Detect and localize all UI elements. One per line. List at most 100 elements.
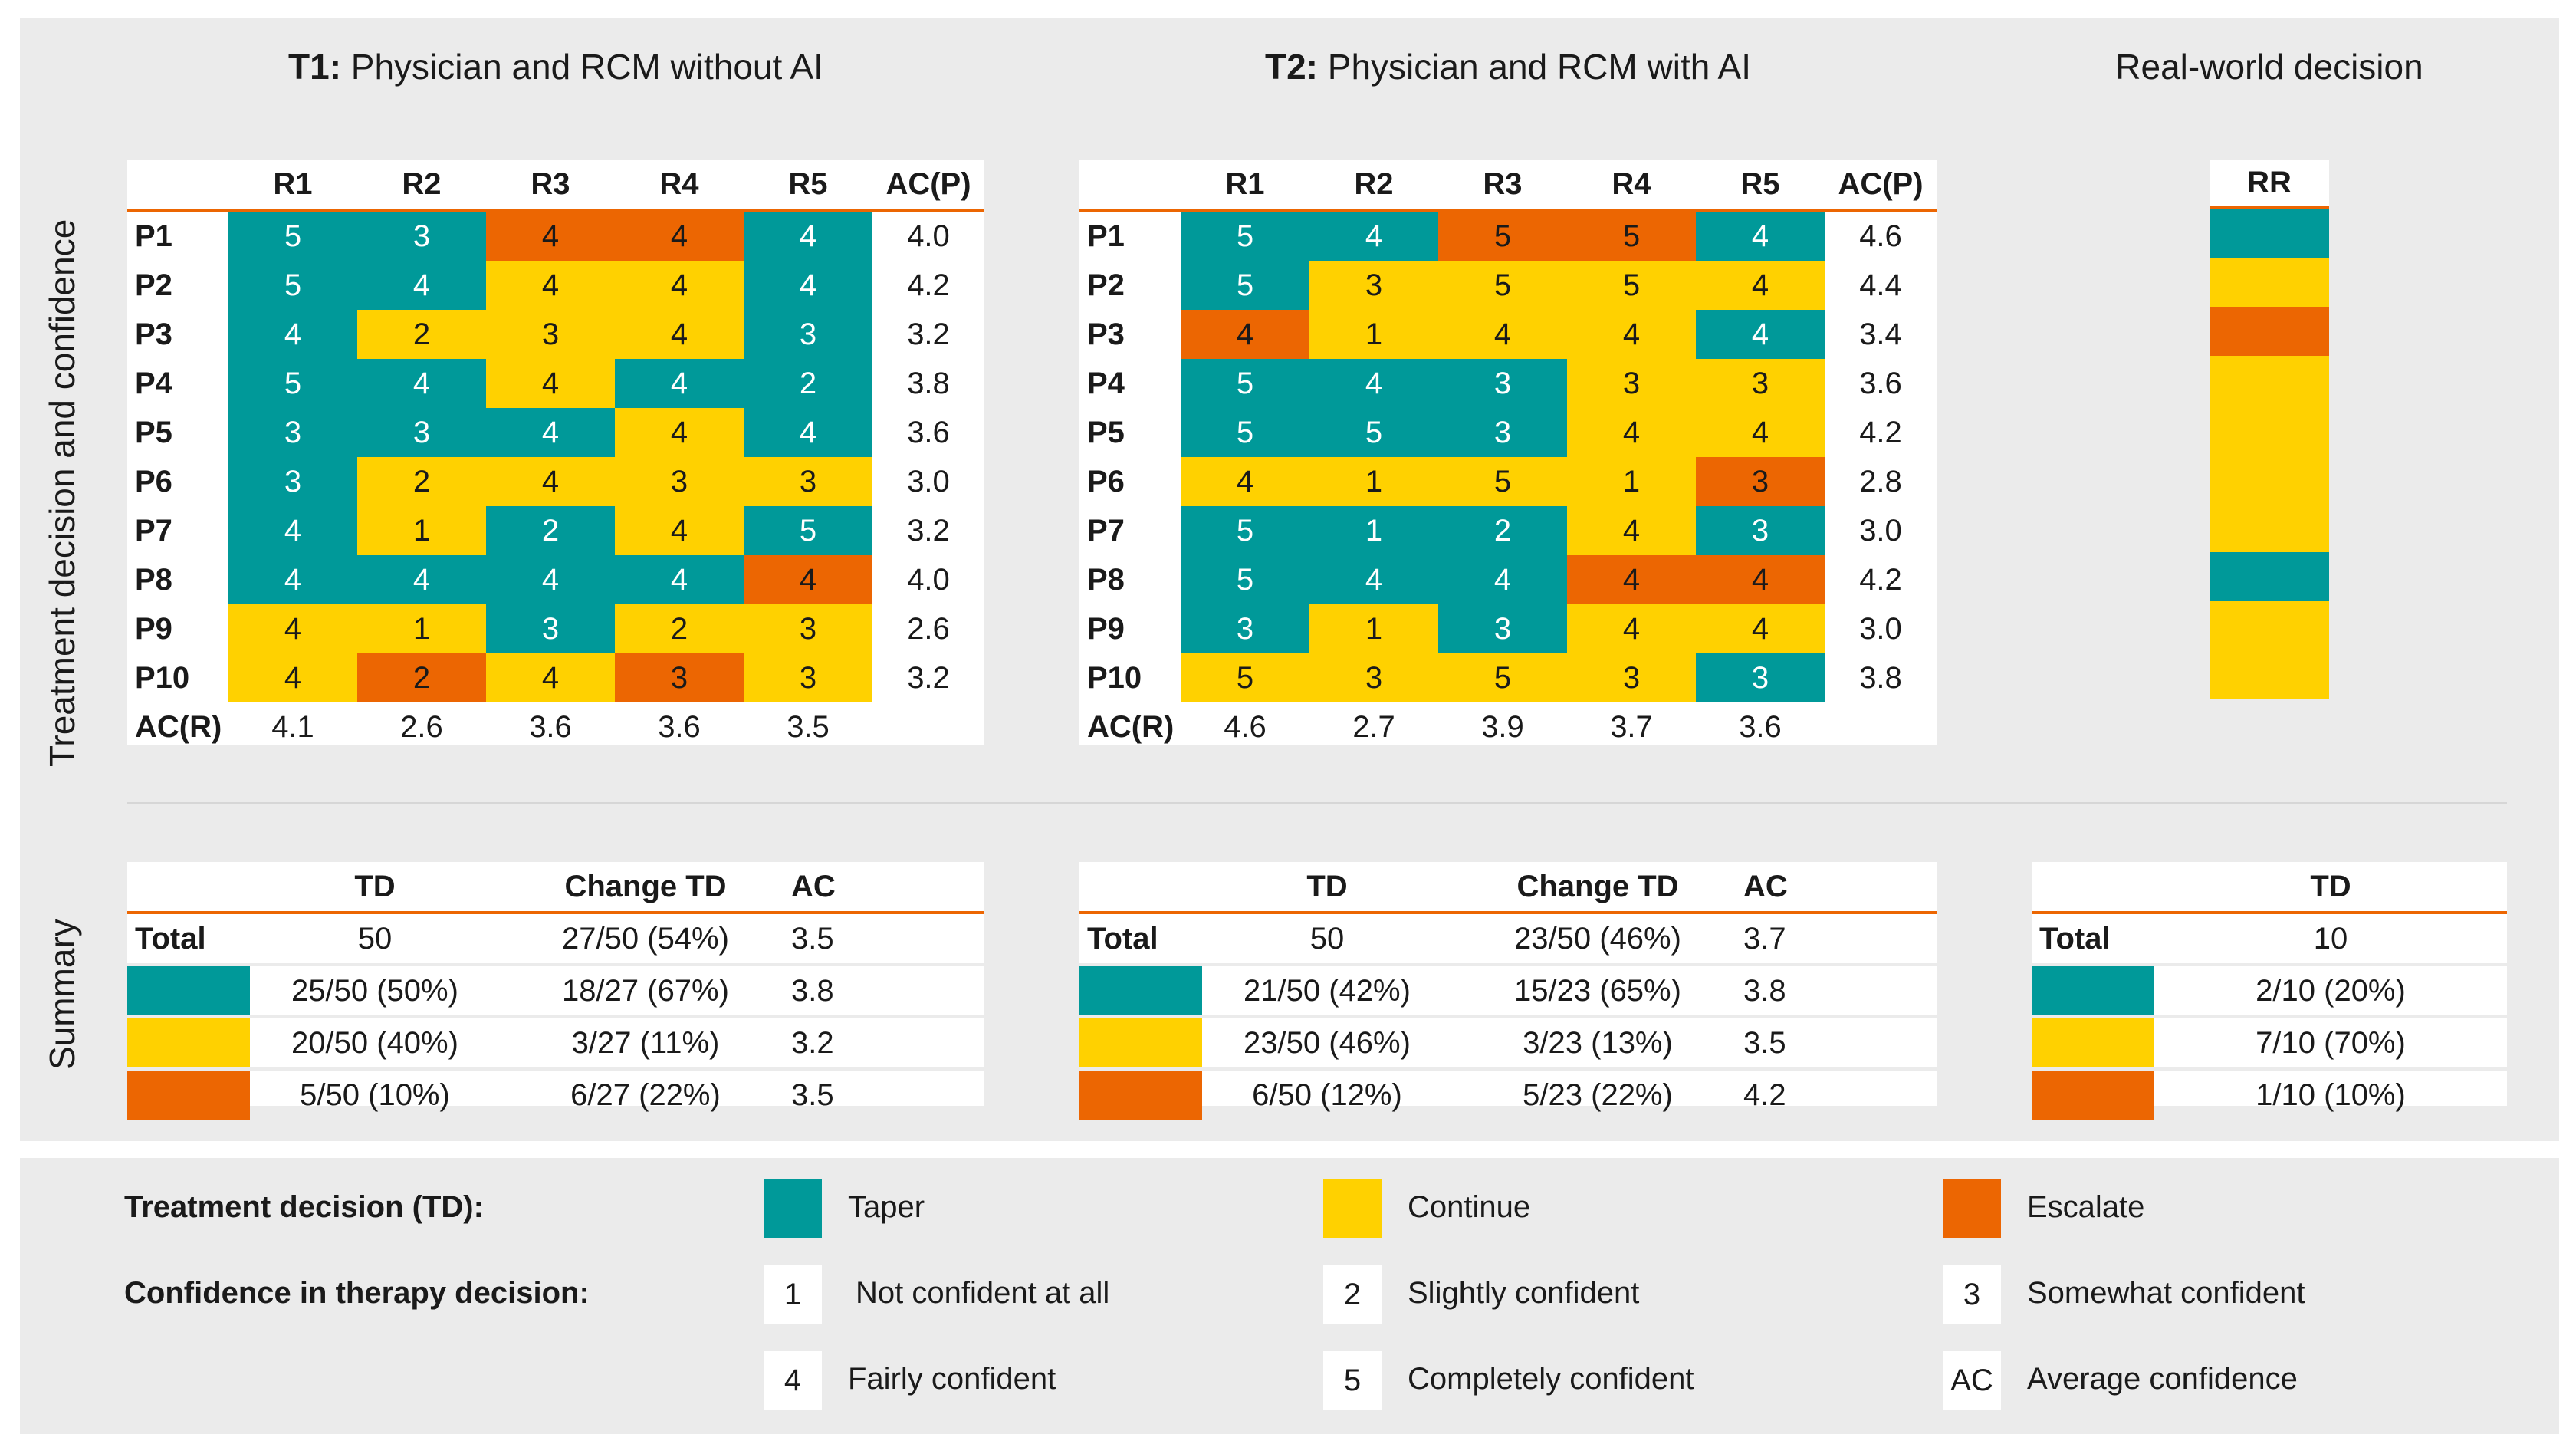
t1-summary-total-ac: 3.5 bbox=[791, 921, 834, 956]
t2-decision-cell: 3 bbox=[1567, 653, 1696, 702]
t2-summary-escalate-ac: 4.2 bbox=[1743, 1067, 1937, 1120]
rr-decision-cell bbox=[2210, 454, 2329, 503]
legend-conf-3-key: 3 bbox=[1943, 1265, 2001, 1324]
rr-decision-cell bbox=[2210, 552, 2329, 601]
t2-acp-cell: 2.8 bbox=[1859, 464, 1902, 498]
t2-acr-cell: 4.6 bbox=[1224, 709, 1267, 744]
t2-title-bold: T2: bbox=[1264, 47, 1318, 87]
t2-grid-row: P1 5 4 5 5 4 4.6 bbox=[1079, 210, 1937, 261]
t1-summary-head-change: Change TD bbox=[500, 862, 791, 914]
t1-summary-table: TD Change TD AC Total 50 27/50 (54%) 3.5… bbox=[127, 862, 984, 1120]
t1-acr-cell: 3.5 bbox=[787, 709, 830, 744]
t1-patient-label: P3 bbox=[135, 317, 172, 351]
t1-decision-cell: 4 bbox=[486, 408, 615, 457]
t1-grid-head-r1: R1 bbox=[228, 160, 357, 212]
rr-summary-table: TD Total 10 2/10 (20%) 7/10 (70%) 1/10 (… bbox=[2032, 862, 2507, 1120]
t1-summary-taper-row: 25/50 (50%) 18/27 (67%) 3.8 bbox=[127, 963, 984, 1017]
t2-decision-cell: 4 bbox=[1567, 555, 1696, 604]
t2-acr-empty bbox=[1825, 702, 1937, 752]
t2-decision-cell: 5 bbox=[1567, 261, 1696, 310]
t2-acp-cell: 3.6 bbox=[1859, 366, 1902, 400]
t1-decision-cell: 4 bbox=[615, 408, 744, 457]
t1-acr-cell: 2.6 bbox=[400, 709, 443, 744]
t1-acp-cell: 2.6 bbox=[907, 611, 950, 646]
t2-grid-head-acp: AC(P) bbox=[1825, 160, 1937, 212]
t2-acp-cell: 3.4 bbox=[1859, 317, 1902, 351]
t1-decision-cell: 2 bbox=[486, 506, 615, 555]
t2-summary-head-td: TD bbox=[1202, 862, 1452, 914]
t1-summary-escalate-swatch bbox=[127, 1067, 250, 1120]
t1-summary-head-ac: AC bbox=[791, 862, 984, 914]
rr-decision-cell bbox=[2210, 503, 2329, 552]
t1-summary-total-td: 50 bbox=[357, 921, 393, 956]
t1-acp-cell: 4.0 bbox=[907, 562, 950, 597]
rr-decision-cell bbox=[2210, 601, 2329, 650]
t1-decision-cell: 4 bbox=[615, 555, 744, 604]
t1-grid-row: P10 4 2 4 3 3 3.2 bbox=[127, 653, 984, 702]
t2-patient-label: P2 bbox=[1087, 268, 1125, 302]
t2-decision-cell: 5 bbox=[1181, 653, 1309, 702]
t2-decision-cell: 3 bbox=[1309, 261, 1438, 310]
t2-acr-cell: 2.7 bbox=[1352, 709, 1395, 744]
t2-decision-cell: 5 bbox=[1181, 261, 1309, 310]
t1-summary-escalate-ac: 3.5 bbox=[791, 1067, 984, 1120]
t1-summary-taper-change: 18/27 (67%) bbox=[500, 963, 791, 1017]
legend-conf-4-text: Fairly confident bbox=[848, 1362, 1056, 1396]
t1-decision-cell: 4 bbox=[486, 457, 615, 506]
t1-grid: R1 R2 R3 R4 R5 AC(P) P1 5 3 4 4 4 4.0 P2 5 4 4 4 4 4.2 P3 4 2… bbox=[127, 160, 984, 752]
t2-grid: R1 R2 R3 R4 R5 AC(P) P1 5 4 5 5 4 4.6 P2 5 3 5 5 4 4.4 P3 4 1… bbox=[1079, 160, 1937, 752]
t2-decision-cell: 3 bbox=[1438, 604, 1567, 653]
t2-decision-cell: 3 bbox=[1567, 359, 1696, 408]
t2-patient-label: P4 bbox=[1087, 366, 1125, 400]
legend-conf-2-key: 2 bbox=[1323, 1265, 1382, 1324]
t2-acr-label: AC(R) bbox=[1087, 709, 1175, 744]
t2-summary-corner bbox=[1079, 862, 1202, 914]
legend-panel bbox=[20, 1158, 2559, 1434]
t1-acr-row: AC(R) 4.1 2.6 3.6 3.6 3.5 bbox=[127, 702, 984, 752]
t1-grid-row: P4 5 4 4 4 2 3.8 bbox=[127, 359, 984, 408]
t1-grid-row: P5 3 3 4 4 4 3.6 bbox=[127, 408, 984, 457]
t1-summary-escalate-td: 5/50 (10%) bbox=[250, 1067, 500, 1120]
section-divider bbox=[127, 802, 2507, 804]
t2-grid-row: P3 4 1 4 4 4 3.4 bbox=[1079, 310, 1937, 359]
t1-summary-escalate-row: 5/50 (10%) 6/27 (22%) 3.5 bbox=[127, 1067, 984, 1120]
t1-decision-cell: 4 bbox=[357, 261, 486, 310]
t2-decision-cell: 1 bbox=[1309, 457, 1438, 506]
t2-grid-row: P9 3 1 3 4 4 3.0 bbox=[1079, 604, 1937, 653]
t2-acp-cell: 4.4 bbox=[1859, 268, 1902, 302]
t1-decision-cell: 3 bbox=[615, 457, 744, 506]
t1-decision-cell: 2 bbox=[357, 310, 486, 359]
t1-acr-label: AC(R) bbox=[135, 709, 222, 744]
t2-decision-cell: 4 bbox=[1181, 457, 1309, 506]
t2-decision-cell: 3 bbox=[1696, 506, 1825, 555]
t2-summary-escalate-swatch bbox=[1079, 1067, 1202, 1120]
t1-summary-continue-change: 3/27 (11%) bbox=[500, 1015, 791, 1069]
t1-summary-total-row: Total 50 27/50 (54%) 3.5 bbox=[127, 913, 984, 965]
t2-summary-head-change: Change TD bbox=[1452, 862, 1743, 914]
rr-header: RR bbox=[2210, 160, 2329, 209]
t1-decision-cell: 5 bbox=[228, 210, 357, 261]
legend-taper-text: Taper bbox=[848, 1190, 925, 1224]
t2-decision-cell: 5 bbox=[1181, 555, 1309, 604]
t1-acp-cell: 3.2 bbox=[907, 660, 950, 695]
t1-decision-cell: 4 bbox=[486, 261, 615, 310]
t2-decision-cell: 4 bbox=[1567, 604, 1696, 653]
t2-decision-cell: 4 bbox=[1181, 310, 1309, 359]
t1-summary-escalate-change: 6/27 (22%) bbox=[500, 1067, 791, 1120]
t1-grid-header: R1 R2 R3 R4 R5 AC(P) bbox=[127, 160, 984, 212]
t2-summary-continue-row: 23/50 (46%) 3/23 (13%) 3.5 bbox=[1079, 1015, 1937, 1069]
t2-decision-cell: 5 bbox=[1181, 408, 1309, 457]
t1-grid-row: P8 4 4 4 4 4 4.0 bbox=[127, 555, 984, 604]
t2-decision-cell: 1 bbox=[1567, 457, 1696, 506]
rr-summary-escalate-row: 1/10 (10%) bbox=[2032, 1067, 2507, 1120]
t1-decision-cell: 4 bbox=[486, 359, 615, 408]
rr-decision-cell bbox=[2210, 650, 2329, 699]
t1-grid-head-r3: R3 bbox=[486, 160, 615, 212]
t1-summary-corner bbox=[127, 862, 250, 914]
t2-patient-label: P6 bbox=[1087, 464, 1125, 498]
t1-decision-cell: 4 bbox=[615, 261, 744, 310]
t1-decision-cell: 4 bbox=[228, 653, 357, 702]
t1-decision-cell: 5 bbox=[228, 359, 357, 408]
t2-grid-row: P2 5 3 5 5 4 4.4 bbox=[1079, 261, 1937, 310]
t1-decision-cell: 4 bbox=[615, 359, 744, 408]
